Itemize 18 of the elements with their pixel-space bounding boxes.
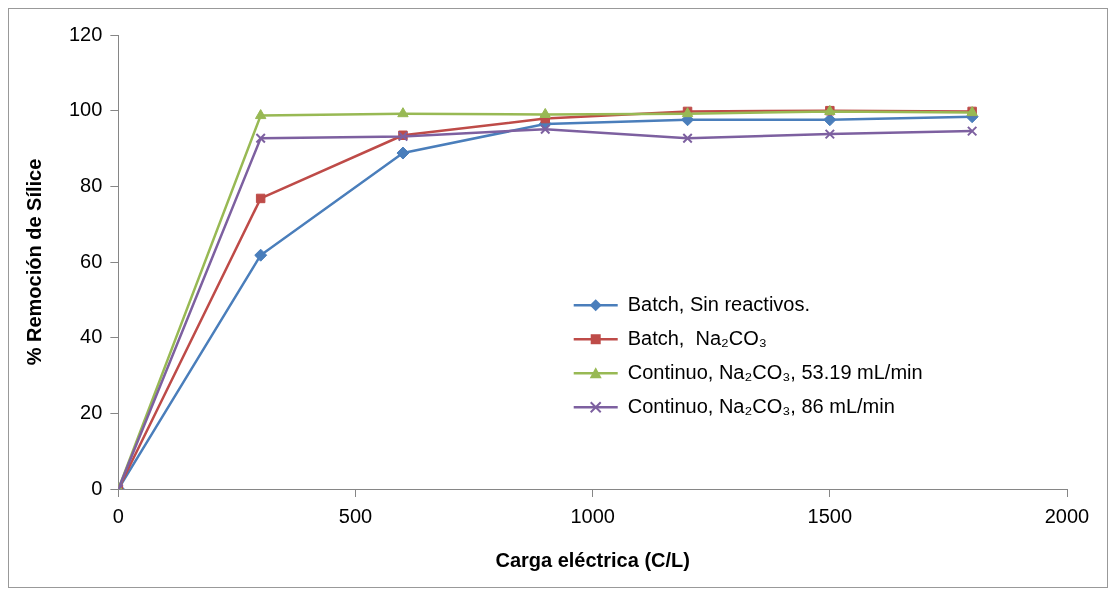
legend-label: Batch, Na₂CO₃ — [627, 326, 768, 349]
x-tick-label: 0 — [112, 504, 124, 527]
legend-label: Continuo, Na₂CO₃, 53.19 mL/min — [627, 360, 923, 383]
x-axis-title: Carga eléctrica (C/L) — [495, 548, 690, 571]
x-tick-label: 2000 — [1044, 504, 1090, 527]
y-tick-label: 80 — [80, 173, 103, 196]
y-tick-label: 100 — [68, 98, 103, 121]
y-tick-label: 60 — [80, 249, 103, 272]
y-tick-label: 40 — [80, 325, 103, 348]
legend-label: Continuo, Na₂CO₃, 86 mL/min — [627, 394, 895, 417]
y-tick-label: 0 — [91, 476, 103, 499]
y-tick-label: 20 — [80, 400, 103, 423]
y-axis-title: % Remoción de Sílice — [22, 158, 45, 366]
legend-label: Batch, Sin reactivos. — [627, 292, 811, 315]
x-tick-label: 500 — [338, 504, 373, 527]
x-tick-label: 1500 — [807, 504, 853, 527]
x-tick-label: 1000 — [570, 504, 615, 527]
y-tick-label: 120 — [68, 22, 103, 45]
